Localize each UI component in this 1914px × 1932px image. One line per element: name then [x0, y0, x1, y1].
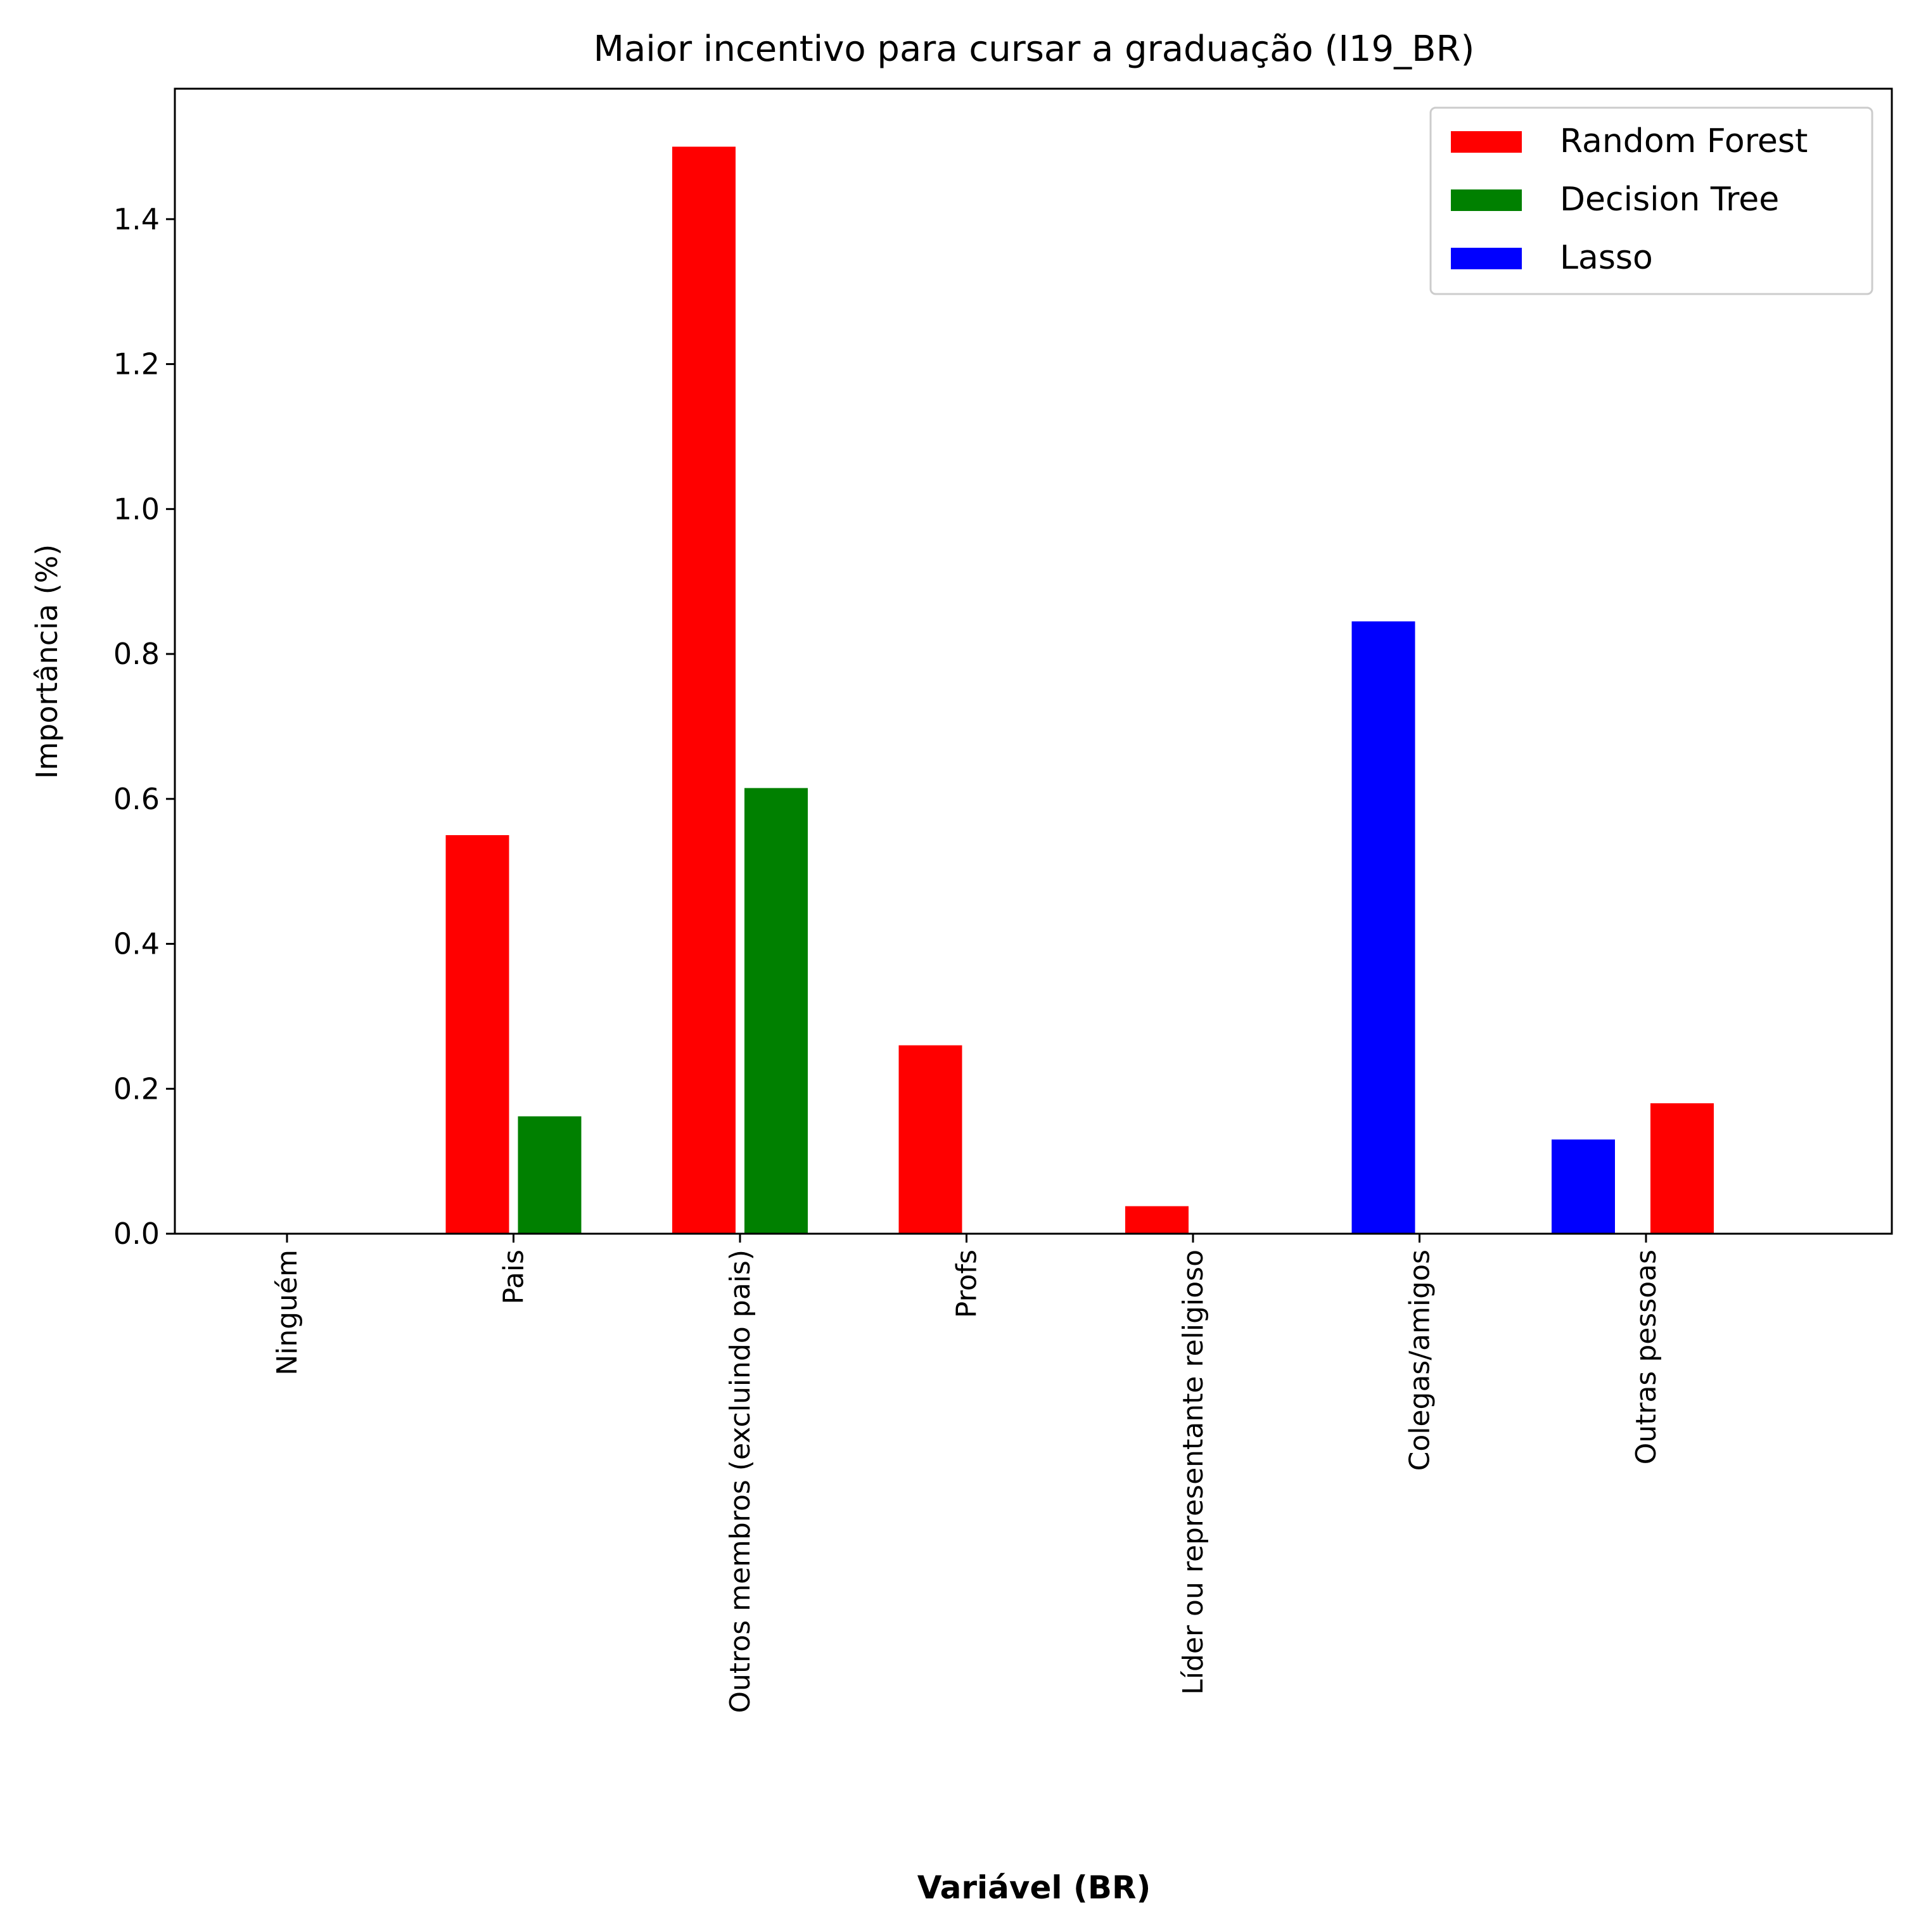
- y-tick-label: 1.0: [113, 492, 160, 526]
- x-tick-label: Pais: [498, 1250, 530, 1305]
- chart-title: Maior incentivo para cursar a graduação …: [594, 29, 1475, 70]
- bar-random-forest: [1650, 1103, 1714, 1234]
- x-tick-label: Outras pessoas: [1630, 1250, 1662, 1464]
- bar-decision-tree: [518, 1116, 582, 1234]
- legend-label: Lasso: [1560, 239, 1653, 277]
- x-axis-label: Variável (BR): [917, 1869, 1151, 1906]
- bar-random-forest: [672, 146, 736, 1234]
- y-tick-label: 0.8: [113, 637, 160, 671]
- bars-layer: [445, 146, 1714, 1234]
- legend-swatch: [1451, 131, 1522, 153]
- bar-random-forest: [1125, 1206, 1189, 1234]
- bar-lasso: [1351, 621, 1415, 1234]
- x-tick-label: Ninguém: [271, 1250, 303, 1376]
- bar-random-forest: [445, 835, 509, 1234]
- x-tick-label: Colegas/amigos: [1404, 1250, 1436, 1471]
- bar-lasso: [1552, 1139, 1615, 1234]
- y-tick-label: 0.4: [113, 927, 160, 961]
- legend-label: Decision Tree: [1560, 181, 1779, 219]
- y-axis: 0.0 0.2 0.4 0.6 0.8 1.0 1.2 1.4: [113, 202, 175, 1251]
- bar-random-forest: [898, 1045, 962, 1234]
- x-axis: Ninguém Pais Outros membros (excluindo pai…: [271, 1234, 1662, 1713]
- bar-decision-tree: [744, 788, 808, 1234]
- y-axis-label: Importância (%): [30, 544, 64, 779]
- y-tick-label: 1.2: [113, 347, 160, 381]
- legend-swatch: [1451, 189, 1522, 211]
- legend-swatch: [1451, 248, 1522, 269]
- y-tick-label: 0.6: [113, 782, 160, 816]
- x-tick-label: Líder ou representante religioso: [1177, 1250, 1209, 1695]
- y-tick-label: 0.2: [113, 1072, 160, 1106]
- legend-box: [1429, 106, 1873, 295]
- plot-frame: [174, 87, 1893, 1235]
- legend: Random Forest Decision Tree Lasso: [1429, 106, 1873, 295]
- y-tick-label: 0.0: [113, 1217, 160, 1251]
- x-tick-label: Outros membros (excluindo pais): [724, 1250, 756, 1713]
- x-tick-label: Profs: [951, 1250, 983, 1318]
- legend-label: Random Forest: [1560, 122, 1808, 160]
- y-tick-label: 1.4: [113, 202, 160, 236]
